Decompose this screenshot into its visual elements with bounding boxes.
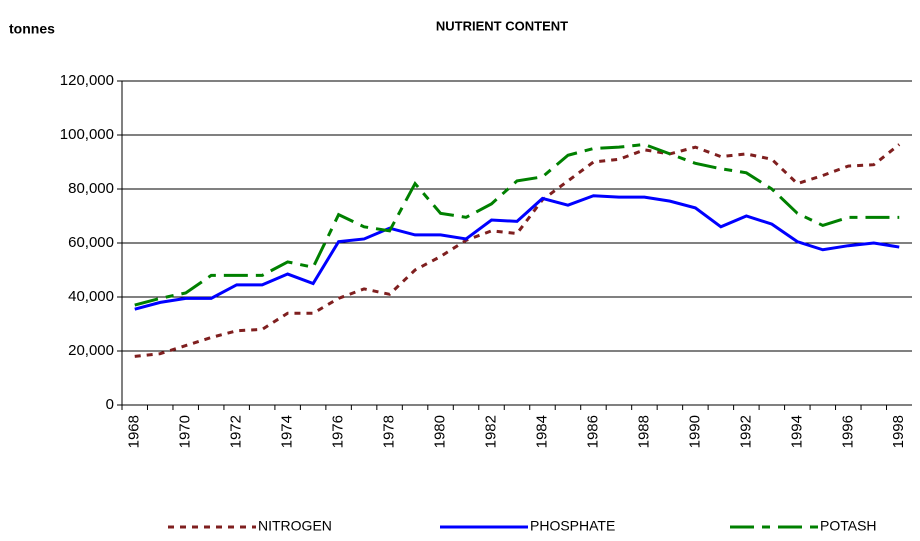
x-tick-label: 1998 xyxy=(890,415,907,448)
x-tick-label: 1994 xyxy=(788,415,805,448)
x-tick-label: 1986 xyxy=(584,415,601,448)
series-line xyxy=(134,194,900,311)
x-tick-label: 1968 xyxy=(126,415,143,448)
legend-label: POTASH xyxy=(820,518,877,534)
y-axis-label: tonnes xyxy=(9,21,55,37)
legend-label: NITROGEN xyxy=(258,518,332,534)
x-tick-label: 1980 xyxy=(432,415,449,448)
y-tick-label: 20,000 xyxy=(68,342,114,359)
x-tick-label: 1988 xyxy=(635,415,652,448)
y-tick-label: 100,000 xyxy=(60,126,114,143)
y-tick-label: 0 xyxy=(106,396,114,413)
x-tick-label: 1972 xyxy=(228,415,245,448)
x-tick-label: 1978 xyxy=(381,415,398,448)
x-tick-label: 1992 xyxy=(737,415,754,448)
x-tick-label: 1976 xyxy=(330,415,347,448)
chart-title: NUTRIENT CONTENT xyxy=(436,18,568,33)
x-tick-label: 1996 xyxy=(839,415,856,448)
series-line xyxy=(134,143,901,358)
legend-label: PHOSPHATE xyxy=(530,518,615,534)
y-tick-label: 120,000 xyxy=(60,72,114,89)
x-tick-label: 1984 xyxy=(533,415,550,448)
x-tick-label: 1974 xyxy=(279,415,296,448)
x-tick-label: 1990 xyxy=(686,415,703,448)
series-line xyxy=(134,142,900,307)
y-tick-label: 80,000 xyxy=(68,180,114,197)
x-tick-label: 1982 xyxy=(482,415,499,448)
y-tick-label: 40,000 xyxy=(68,288,114,305)
x-tick-label: 1970 xyxy=(177,415,194,448)
y-tick-label: 60,000 xyxy=(68,234,114,251)
